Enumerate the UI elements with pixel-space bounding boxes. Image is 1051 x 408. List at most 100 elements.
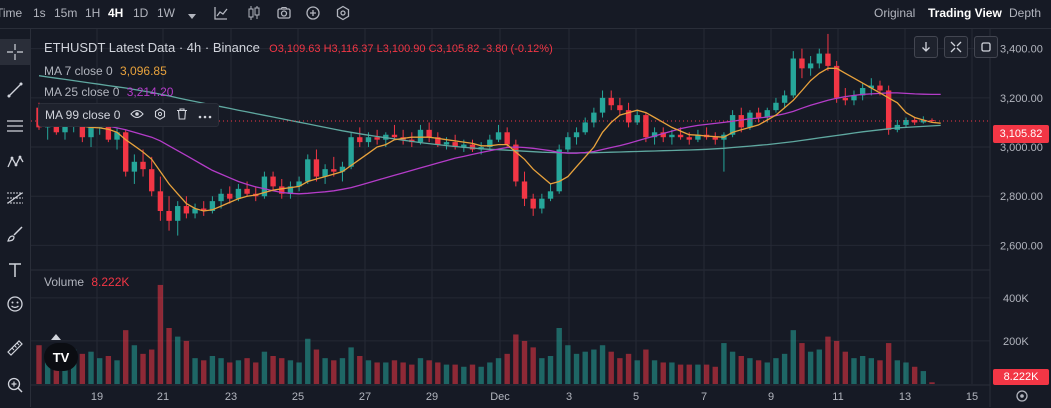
interval-15m[interactable]: 15m xyxy=(54,6,78,20)
volume-bars xyxy=(36,284,935,384)
delete-icon[interactable] xyxy=(176,107,188,123)
axis-settings-icon[interactable] xyxy=(1015,389,1029,408)
chart-controls xyxy=(908,36,998,58)
volume-legend: Volume 8.222K xyxy=(44,275,129,289)
volume-bar xyxy=(755,360,762,384)
view-original[interactable]: Original xyxy=(874,6,916,20)
ma25-legend[interactable]: MA 25 close 0 3,214.20 xyxy=(44,85,173,99)
volume-bar xyxy=(920,371,927,384)
candle-body xyxy=(227,193,233,199)
volume-bar xyxy=(521,340,528,384)
trend-line-icon[interactable] xyxy=(0,77,30,103)
candle-body xyxy=(374,137,380,140)
indicator-chart-icon[interactable] xyxy=(213,5,229,21)
ma7-value: 3,096.85 xyxy=(120,64,167,78)
candle-body xyxy=(859,88,866,96)
volume-bar xyxy=(790,330,796,384)
volume-bar xyxy=(617,358,623,384)
fib-icon[interactable] xyxy=(0,185,30,211)
more-icon[interactable] xyxy=(198,108,212,122)
emoji-icon[interactable] xyxy=(0,291,30,317)
candle-body xyxy=(903,119,909,125)
candle-body xyxy=(365,137,372,143)
ma99-legend-toolbar[interactable]: MA 99 close 0 xyxy=(38,103,220,127)
interval-1d[interactable]: 1D xyxy=(133,6,149,20)
volume-label: Volume xyxy=(44,275,85,289)
high-value: H3,116.37 xyxy=(323,43,374,55)
volume-bar xyxy=(816,349,822,384)
candle-body xyxy=(634,115,640,123)
camera-icon[interactable] xyxy=(276,5,292,21)
interval-1w[interactable]: 1W xyxy=(157,6,175,20)
volume-bar xyxy=(582,351,588,384)
tradingview-logo[interactable]: TV xyxy=(44,343,78,371)
view-trading-view[interactable]: Trading View xyxy=(928,6,1002,20)
candle-body xyxy=(851,95,857,101)
candle-body xyxy=(452,142,458,148)
volume-axis: 200K 400K xyxy=(1003,293,1029,348)
volume-bar xyxy=(738,356,744,384)
time-tick-label: 13 xyxy=(899,391,911,403)
volume-bar xyxy=(643,349,649,384)
ma7-legend[interactable]: MA 7 close 0 3,096.85 xyxy=(44,64,167,78)
view-depth[interactable]: Depth xyxy=(1009,6,1042,20)
volume-bar xyxy=(36,345,42,384)
interval-1s[interactable]: 1s xyxy=(33,6,46,20)
volume-bar xyxy=(305,338,311,384)
text-icon[interactable] xyxy=(0,257,30,283)
change-value: -3.80 (-0.12%) xyxy=(482,43,553,55)
eye-icon[interactable] xyxy=(130,108,145,122)
volume-bar xyxy=(807,351,814,384)
volume-bar xyxy=(261,351,268,384)
time-tick-label: 25 xyxy=(292,391,304,403)
time-tick-label: 19 xyxy=(91,391,103,403)
chart-legend-header: ETHUSDT Latest Data · 4h · Binance O3,10… xyxy=(44,40,553,55)
volume-bar xyxy=(183,340,190,384)
fullscreen-icon[interactable] xyxy=(944,36,968,58)
time-tick-label: 23 xyxy=(225,391,237,403)
add-circle-icon[interactable] xyxy=(305,5,321,21)
candle-body xyxy=(556,149,562,192)
volume-bar xyxy=(547,356,554,384)
settings-icon[interactable] xyxy=(154,107,166,123)
candle-body xyxy=(426,129,432,138)
candle-type-icon[interactable] xyxy=(246,5,262,21)
volume-bar xyxy=(677,364,684,384)
chevron-down-icon[interactable] xyxy=(187,8,203,24)
ruler-icon[interactable] xyxy=(0,335,30,361)
candle-body xyxy=(279,186,285,194)
price-tick-label: 3,400.00 xyxy=(1000,44,1043,56)
reset-icon[interactable] xyxy=(974,36,998,58)
volume-bar xyxy=(565,345,571,384)
time-tick-label: 29 xyxy=(426,391,438,403)
interval-1h[interactable]: 1H xyxy=(85,6,101,20)
volume-bar xyxy=(235,360,242,384)
candle-body xyxy=(123,132,129,172)
candle-body xyxy=(747,112,753,128)
volume-bar xyxy=(365,360,372,384)
time-label[interactable]: Time xyxy=(0,6,23,20)
candle-body xyxy=(911,119,918,123)
candle-body xyxy=(166,210,172,221)
zoom-icon[interactable] xyxy=(0,372,30,398)
ma99-label: MA 99 close 0 xyxy=(45,108,121,122)
volume-bar xyxy=(417,358,424,384)
candle-body xyxy=(149,169,155,192)
scroll-down-icon[interactable] xyxy=(914,36,938,58)
interval-4h[interactable]: 4H xyxy=(108,6,124,20)
volume-bar xyxy=(513,334,519,384)
settings-hex-icon[interactable] xyxy=(335,5,351,21)
crosshair-icon[interactable] xyxy=(0,39,30,65)
candle-body xyxy=(651,132,658,138)
volume-bar xyxy=(573,353,580,384)
collapse-arrow-icon[interactable] xyxy=(50,329,62,347)
brush-icon[interactable] xyxy=(0,221,30,247)
volume-bar xyxy=(634,360,640,384)
price-tick-label: 2,800.00 xyxy=(1000,191,1043,203)
horizontal-lines-icon[interactable] xyxy=(0,113,30,139)
volume-bar xyxy=(686,364,692,384)
candle-body xyxy=(140,161,146,170)
pattern-icon[interactable] xyxy=(0,149,30,175)
time-tick-label: 5 xyxy=(633,391,639,403)
